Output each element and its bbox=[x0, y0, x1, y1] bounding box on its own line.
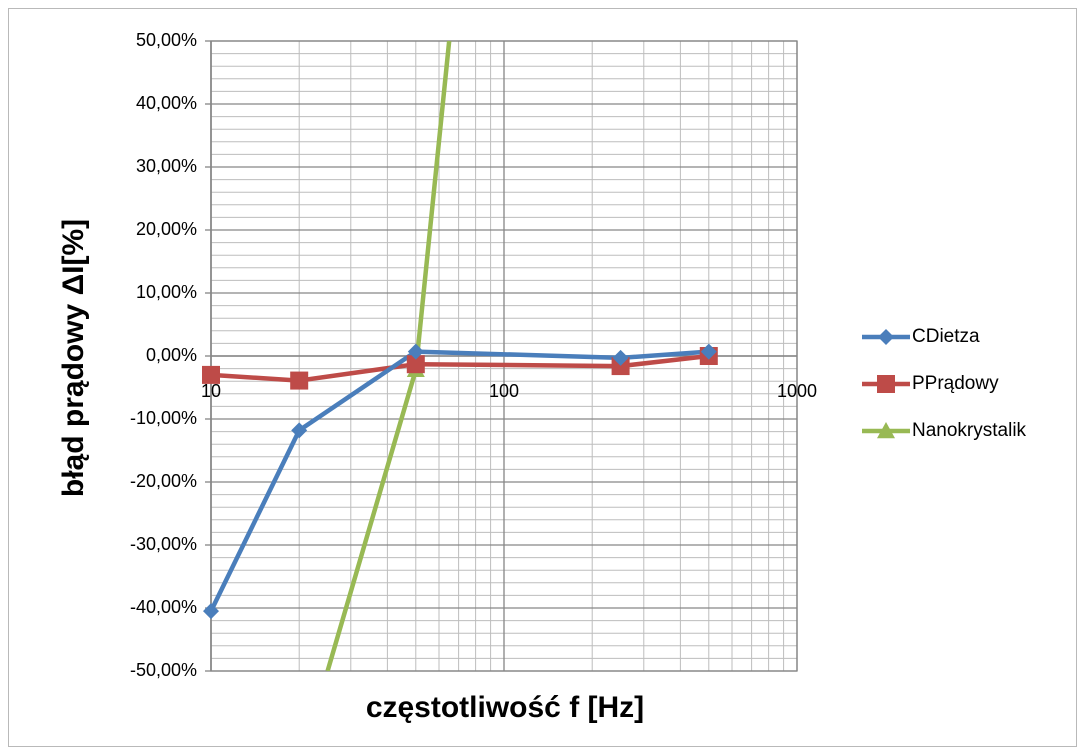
y-tick-label: 0,00% bbox=[146, 345, 197, 365]
chart-frame bbox=[8, 8, 1077, 747]
data-point bbox=[611, 357, 630, 376]
x-tick-label: 100 bbox=[489, 381, 519, 401]
y-tick-label: 10,00% bbox=[136, 282, 197, 302]
data-point bbox=[877, 375, 895, 393]
x-tick-labels: 10 100 1000 bbox=[201, 381, 817, 401]
y-tick-label: -40,00% bbox=[130, 597, 197, 617]
data-point bbox=[612, 349, 629, 366]
series-markers-cdietza bbox=[203, 343, 717, 620]
data-point bbox=[202, 365, 220, 384]
legend-label: CDietza bbox=[912, 326, 980, 347]
y-tick-label: -20,00% bbox=[130, 471, 197, 491]
y-tick-label: 50,00% bbox=[136, 30, 197, 50]
series-markers-pprądowy bbox=[202, 347, 718, 390]
legend-entry-pprądowy: PPrądowy bbox=[862, 373, 999, 394]
data-point bbox=[203, 603, 219, 620]
y-tick-labels: 50,00% 40,00% 30,00% 20,00% 10,00% 0,00% -10,0… bbox=[130, 30, 197, 680]
y-tick-label: -10,00% bbox=[130, 408, 197, 428]
y-tick-label: -50,00% bbox=[130, 660, 197, 680]
data-point bbox=[406, 355, 425, 374]
y-tick-label: 20,00% bbox=[136, 219, 197, 239]
legend-label: PPrądowy bbox=[912, 373, 999, 394]
legend-label: Nanokrystalik bbox=[912, 420, 1027, 441]
y-tick-label: 40,00% bbox=[136, 93, 197, 113]
data-point bbox=[878, 329, 894, 345]
data-point bbox=[877, 422, 895, 439]
legend-entry-cdietza: CDietza bbox=[862, 326, 980, 347]
legend-entry-nanokrystalik: Nanokrystalik bbox=[862, 420, 1027, 441]
x-tick-label: 10 bbox=[201, 381, 221, 401]
legend: CDietza PPrądowy Nanokrystalik bbox=[862, 326, 1027, 441]
y-axis-title: błąd prądowy ΔI[%] bbox=[57, 219, 90, 497]
x-tick-label: 1000 bbox=[777, 381, 817, 401]
y-tick-label: -30,00% bbox=[130, 534, 197, 554]
data-point bbox=[290, 371, 309, 390]
series-layer bbox=[202, 41, 718, 671]
y-tick-label: 30,00% bbox=[136, 156, 197, 176]
x-axis-title: częstotliwość f [Hz] bbox=[366, 691, 644, 724]
data-point bbox=[291, 422, 308, 439]
data-point bbox=[700, 343, 717, 360]
data-point bbox=[407, 343, 424, 360]
